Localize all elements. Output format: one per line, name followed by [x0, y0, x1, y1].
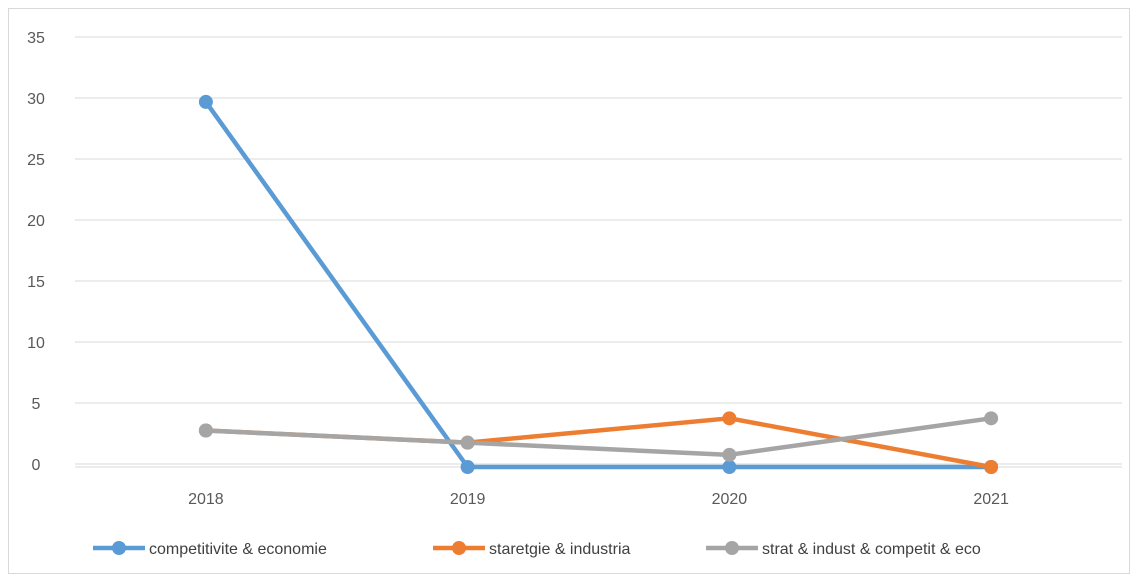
x-axis-tick-labels: 2018 2019 2020 2021	[188, 491, 1009, 508]
x-tick-label: 2021	[973, 491, 1009, 508]
series-points	[198, 94, 999, 474]
x-tick-label: 2019	[450, 491, 486, 508]
gridlines	[75, 36, 1122, 468]
legend-point-marker	[725, 541, 739, 555]
y-tick-label: 0	[32, 457, 41, 474]
y-tick-label: 15	[27, 274, 45, 291]
legend-item-3: strat & indust & competit & eco	[706, 541, 981, 558]
data-point	[722, 460, 737, 474]
data-point	[198, 423, 213, 438]
chart-frame	[8, 8, 1130, 574]
y-tick-label: 20	[27, 213, 45, 230]
series-line-1	[203, 99, 994, 470]
data-point	[722, 411, 737, 426]
legend-item-2: staretgie & industria	[433, 541, 631, 558]
legend-label: staretgie & industria	[489, 541, 631, 558]
y-tick-label: 35	[27, 30, 45, 47]
legend-item-1: competitivite & economie	[93, 541, 327, 558]
legend-point-marker	[452, 541, 466, 555]
x-tick-label: 2018	[188, 491, 224, 508]
series-lines	[203, 99, 994, 470]
y-tick-label: 25	[27, 152, 45, 169]
legend-point-marker	[112, 541, 126, 555]
legend-label: strat & indust & competit & eco	[762, 541, 981, 558]
y-tick-label: 30	[27, 91, 45, 108]
data-point	[984, 411, 999, 426]
data-point	[198, 94, 213, 109]
data-point	[460, 460, 475, 474]
y-axis-tick-labels: 35 30 25 20 15 10 5 0	[27, 30, 45, 474]
y-tick-label: 5	[32, 396, 41, 413]
legend-label: competitivite & economie	[149, 541, 327, 558]
data-point	[984, 460, 999, 474]
legend: competitivite & economie staretgie & indu…	[93, 541, 981, 558]
series-line-2	[203, 416, 994, 470]
series-line-3	[203, 416, 994, 458]
y-tick-label: 10	[27, 335, 45, 352]
data-point	[460, 435, 475, 450]
data-point	[722, 447, 737, 462]
x-tick-label: 2020	[712, 491, 748, 508]
